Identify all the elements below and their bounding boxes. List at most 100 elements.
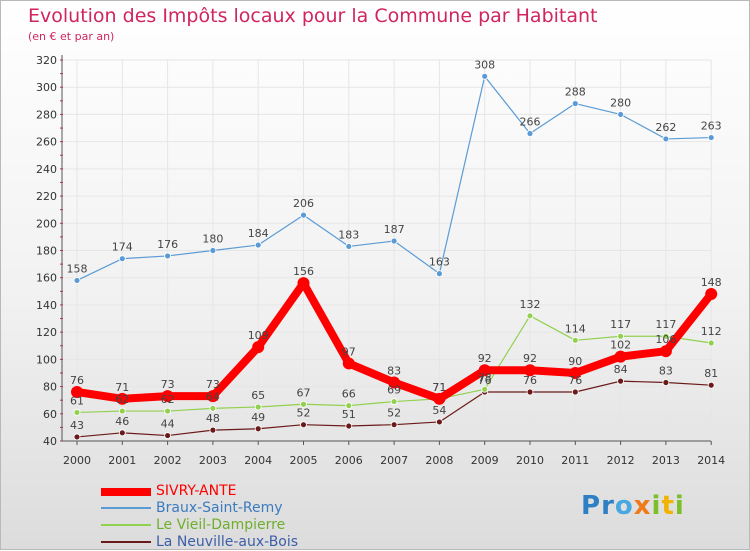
data-label: 52 [387, 407, 401, 420]
data-point [254, 425, 262, 433]
data-point [73, 409, 81, 416]
data-point [118, 407, 126, 415]
data-label: 262 [655, 121, 676, 134]
data-label: 49 [251, 411, 265, 424]
data-label: 61 [70, 394, 84, 407]
data-label: 81 [704, 367, 718, 380]
legend-swatch [101, 524, 151, 526]
x-tick-label: 2011 [561, 454, 589, 467]
x-tick-label: 2000 [63, 454, 91, 467]
data-point [206, 390, 219, 403]
data-point [707, 134, 715, 141]
data-label: 69 [387, 384, 401, 397]
data-point [571, 388, 579, 396]
data-point [71, 386, 83, 399]
data-point [209, 426, 217, 434]
y-tick-label: 100 [36, 353, 57, 366]
y-tick-label: 140 [36, 299, 57, 312]
data-label: 46 [115, 415, 129, 428]
data-label: 76 [523, 374, 537, 387]
data-point [617, 332, 624, 340]
data-label: 51 [342, 408, 356, 421]
data-point [526, 312, 534, 320]
data-point [617, 377, 624, 385]
data-label: 62 [115, 393, 129, 406]
data-label: 280 [610, 96, 631, 109]
data-point [209, 404, 217, 412]
data-label: 76 [568, 374, 582, 387]
data-point [435, 270, 443, 278]
data-label: 92 [478, 352, 492, 365]
y-tick-label: 160 [36, 272, 57, 285]
chart-title: Evolution des Impôts locaux pour la Comm… [28, 5, 598, 27]
data-label: 174 [112, 241, 133, 254]
data-point [388, 376, 401, 389]
y-tick-label: 40 [43, 435, 57, 448]
data-label: 64 [206, 390, 220, 403]
data-label: 65 [251, 389, 265, 402]
data-label: 62 [161, 393, 175, 406]
y-tick-label: 220 [36, 190, 57, 203]
axes: 40 60 80 100 120 140 160 180 200 220 240 260 280 300 3… [36, 54, 725, 467]
data-label: 132 [520, 298, 541, 311]
data-point [164, 432, 172, 439]
data-label: 97 [342, 345, 356, 358]
legend-item-braux-saint-remy: Braux-Saint-Remy [101, 500, 401, 517]
data-point [116, 392, 129, 405]
data-label: 266 [520, 115, 541, 128]
data-point [481, 72, 489, 80]
proxiti-logo: Proxiti [581, 491, 685, 521]
y-tick-label: 200 [36, 217, 57, 230]
data-point [300, 421, 307, 429]
data-label: 176 [157, 238, 178, 251]
y-tick-label: 280 [36, 108, 57, 121]
data-point [300, 211, 307, 219]
data-point [524, 364, 536, 377]
legend: SIVRY-ANTE Braux-Saint-Remy Le Vieil-Dam… [101, 483, 401, 551]
data-point [662, 379, 670, 386]
data-label: 117 [655, 318, 676, 331]
data-point [478, 364, 491, 377]
data-point [433, 392, 446, 405]
data-label: 180 [202, 233, 223, 246]
legend-swatch [101, 488, 151, 496]
data-point [662, 135, 670, 143]
data-point [161, 390, 174, 403]
data-label: 158 [67, 262, 88, 275]
data-label: 288 [565, 86, 586, 99]
data-point [390, 398, 398, 405]
data-point [118, 429, 126, 437]
y-tick-label: 80 [43, 381, 57, 394]
data-point [300, 400, 307, 408]
data-label: 73 [161, 378, 175, 391]
grid-lines [62, 59, 712, 442]
data-point [345, 422, 353, 430]
y-tick-label: 260 [36, 136, 57, 149]
data-label: 54 [432, 404, 446, 417]
data-point [254, 403, 262, 411]
y-tick-label: 320 [36, 54, 57, 67]
legend-swatch [101, 507, 151, 509]
data-point [617, 111, 624, 118]
data-label: 43 [70, 419, 84, 432]
data-label: 76 [70, 374, 84, 387]
data-label: 71 [432, 381, 446, 394]
data-point [209, 247, 217, 254]
x-tick-label: 2010 [516, 454, 544, 467]
data-label: 156 [293, 265, 314, 278]
data-point [435, 418, 443, 426]
data-point [526, 130, 534, 137]
x-tick-label: 2005 [290, 454, 318, 467]
legend-item-le-vieil-dampierre: Le Vieil-Dampierre [101, 517, 401, 534]
x-tick-label: 2002 [154, 454, 182, 467]
data-point [481, 385, 489, 393]
data-point [164, 252, 172, 260]
data-point [254, 241, 262, 249]
data-label: 117 [610, 318, 631, 331]
data-label: 106 [655, 333, 676, 346]
x-tick-label: 2007 [380, 454, 408, 467]
data-point [252, 341, 265, 354]
legend-item-la-neuville-aux-bois: La Neuville-aux-Bois [101, 534, 401, 551]
data-label: 92 [523, 352, 537, 365]
